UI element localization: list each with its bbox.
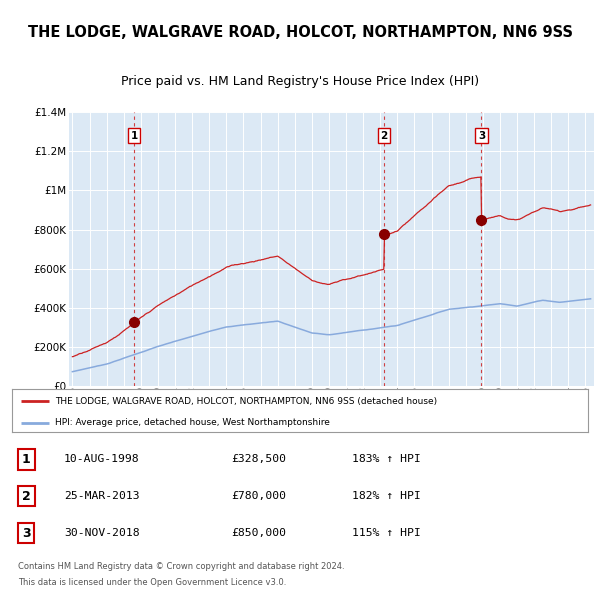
Text: 182% ↑ HPI: 182% ↑ HPI [352,491,421,501]
Text: 3: 3 [22,526,31,539]
Text: 25-MAR-2013: 25-MAR-2013 [64,491,139,501]
Text: 30-NOV-2018: 30-NOV-2018 [64,528,139,538]
Text: This data is licensed under the Open Government Licence v3.0.: This data is licensed under the Open Gov… [18,578,286,588]
Text: HPI: Average price, detached house, West Northamptonshire: HPI: Average price, detached house, West… [55,418,330,427]
Text: THE LODGE, WALGRAVE ROAD, HOLCOT, NORTHAMPTON, NN6 9SS (detached house): THE LODGE, WALGRAVE ROAD, HOLCOT, NORTHA… [55,397,437,406]
Text: £328,500: £328,500 [231,454,286,464]
Text: 183% ↑ HPI: 183% ↑ HPI [352,454,421,464]
Text: 3: 3 [478,130,485,140]
Text: Price paid vs. HM Land Registry's House Price Index (HPI): Price paid vs. HM Land Registry's House … [121,76,479,88]
Text: 1: 1 [22,453,31,466]
Text: 2: 2 [22,490,31,503]
Text: £780,000: £780,000 [231,491,286,501]
Text: 10-AUG-1998: 10-AUG-1998 [64,454,139,464]
Text: 1: 1 [131,130,138,140]
Text: 115% ↑ HPI: 115% ↑ HPI [352,528,421,538]
Text: 2: 2 [380,130,388,140]
Text: Contains HM Land Registry data © Crown copyright and database right 2024.: Contains HM Land Registry data © Crown c… [18,562,344,571]
Text: THE LODGE, WALGRAVE ROAD, HOLCOT, NORTHAMPTON, NN6 9SS: THE LODGE, WALGRAVE ROAD, HOLCOT, NORTHA… [28,25,572,40]
Text: £850,000: £850,000 [231,528,286,538]
